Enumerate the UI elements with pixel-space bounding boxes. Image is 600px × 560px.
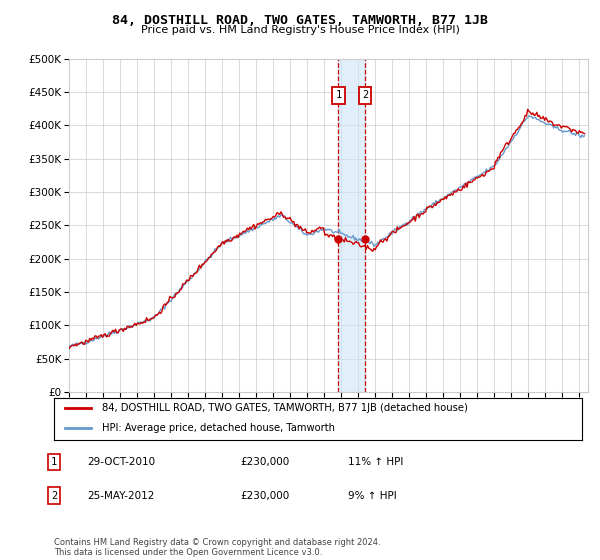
Text: 1: 1 [51,457,57,467]
Text: 25-MAY-2012: 25-MAY-2012 [87,491,154,501]
Text: £230,000: £230,000 [240,491,289,501]
Bar [338,59,365,392]
Text: 84, DOSTHILL ROAD, TWO GATES, TAMWORTH, B77 1JB: 84, DOSTHILL ROAD, TWO GATES, TAMWORTH, … [112,14,488,27]
Text: Price paid vs. HM Land Registry's House Price Index (HPI): Price paid vs. HM Land Registry's House … [140,25,460,35]
Text: 2: 2 [362,91,368,100]
Text: 11% ↑ HPI: 11% ↑ HPI [348,457,403,467]
Text: 2: 2 [51,491,57,501]
Text: 9% ↑ HPI: 9% ↑ HPI [348,491,397,501]
Text: Contains HM Land Registry data © Crown copyright and database right 2024.
This d: Contains HM Land Registry data © Crown c… [54,538,380,557]
Text: HPI: Average price, detached house, Tamworth: HPI: Average price, detached house, Tamw… [101,423,335,433]
Text: 84, DOSTHILL ROAD, TWO GATES, TAMWORTH, B77 1JB (detached house): 84, DOSTHILL ROAD, TWO GATES, TAMWORTH, … [101,403,467,413]
Text: 1: 1 [335,91,341,100]
Text: £230,000: £230,000 [240,457,289,467]
Text: 29-OCT-2010: 29-OCT-2010 [87,457,155,467]
